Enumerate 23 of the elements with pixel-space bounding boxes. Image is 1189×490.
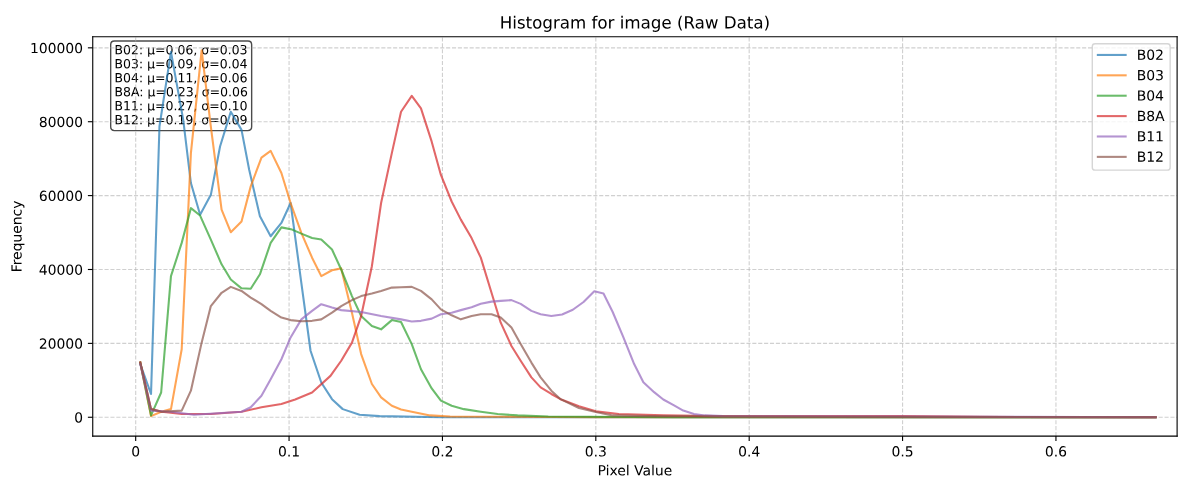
legend-label: B11: [1138, 131, 1163, 142]
legend-label: B12: [1138, 151, 1163, 162]
y-tick-label: 100000: [31, 42, 83, 54]
x-tick-label: 0.6: [1045, 446, 1067, 457]
y-tick-label: 60000: [39, 190, 83, 202]
legend-label: B03: [1138, 69, 1163, 81]
chart-title: Histogram for image (Raw Data): [501, 15, 769, 32]
x-tick-label: 0.2: [432, 446, 453, 457]
x-tick-label: 0.1: [278, 446, 299, 457]
x-tick-label: 0: [132, 446, 140, 457]
y-tick-label: 80000: [39, 116, 83, 128]
annotation: B02: μ=0.06, σ=0.03: [115, 44, 247, 57]
y-tick-label: 40000: [39, 264, 83, 275]
y-tick-label: 20000: [39, 338, 83, 349]
x-axis-title: Pixel Value: [598, 464, 672, 476]
x-tick-label: 0.4: [739, 446, 760, 457]
y-axis-title: Frequency: [11, 200, 25, 271]
legend-label: B04: [1138, 90, 1164, 101]
legend-label: B02: [1138, 49, 1163, 60]
x-tick-label: 0.5: [892, 446, 913, 457]
y-tick-label: 0: [75, 412, 83, 423]
legend-label: B8A: [1138, 110, 1165, 122]
x-tick-label: 0.3: [585, 446, 606, 457]
